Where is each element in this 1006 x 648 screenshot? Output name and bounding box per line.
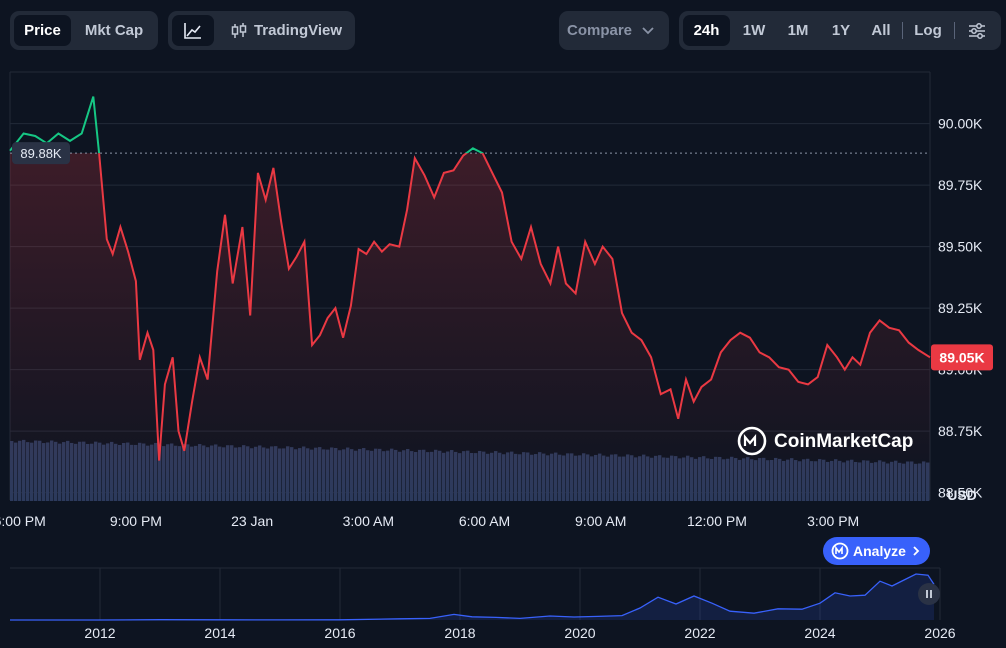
x-tick-label: 3:00 PM bbox=[807, 513, 859, 529]
x-tick-label: 9:00 PM bbox=[110, 513, 162, 529]
pause-icon bbox=[926, 590, 932, 598]
chevron-right-icon bbox=[913, 546, 920, 556]
tradingview-label: TradingView bbox=[253, 22, 343, 39]
range-1y[interactable]: 1Y bbox=[831, 22, 851, 39]
compare-label: Compare bbox=[567, 15, 661, 46]
navigator-x-label: 2024 bbox=[804, 625, 835, 641]
candlestick-icon bbox=[231, 22, 247, 38]
analyze-button[interactable]: Analyze bbox=[823, 537, 930, 565]
toolbar-divider bbox=[954, 22, 955, 39]
x-tick-label: 6:00 PM bbox=[0, 513, 46, 529]
x-tick-label: 3:00 AM bbox=[343, 513, 394, 529]
chart-settings-button[interactable] bbox=[959, 15, 995, 46]
navigator-x-label: 2022 bbox=[684, 625, 715, 641]
range-1w[interactable]: 1W bbox=[742, 22, 766, 39]
navigator-x-label: 2012 bbox=[84, 625, 115, 641]
currency-label: USD bbox=[947, 487, 977, 503]
x-tick-label: 9:00 AM bbox=[575, 513, 626, 529]
history-navigator[interactable]: 2012 2014 2016 2018 2020 2022 2024 2026 bbox=[0, 560, 1006, 648]
mkt-cap-tab[interactable]: Mkt Cap bbox=[84, 22, 144, 39]
range-1m[interactable]: 1M bbox=[787, 22, 809, 39]
line-chart-icon bbox=[184, 22, 201, 39]
y-tick-label: 89.50K bbox=[938, 239, 983, 255]
toolbar-divider bbox=[902, 22, 903, 39]
x-tick-label: 6:00 AM bbox=[459, 513, 510, 529]
compare-text: Compare bbox=[567, 22, 633, 39]
navigator-x-labels: 2012 2014 2016 2018 2020 2022 2024 2026 bbox=[84, 625, 955, 641]
price-tab[interactable]: Price bbox=[14, 15, 71, 46]
y-tick-label: 90.00K bbox=[938, 116, 983, 132]
reference-price-badge: 89.88K bbox=[12, 142, 70, 165]
y-tick-label: 88.75K bbox=[938, 423, 983, 439]
chevron-down-icon bbox=[642, 26, 654, 34]
range-all[interactable]: All bbox=[871, 22, 891, 39]
y-axis-labels: 90.00K89.75K89.50K89.25K89.00K88.75K88.5… bbox=[938, 116, 983, 501]
navigator-grid bbox=[99, 568, 941, 620]
navigator-x-label: 2018 bbox=[444, 625, 475, 641]
y-tick-label: 88.50K bbox=[938, 485, 983, 501]
navigator-x-label: 2014 bbox=[204, 625, 235, 641]
x-axis-labels: 6:00 PM 9:00 PM 23 Jan 3:00 AM 6:00 AM 9:00 A… bbox=[0, 513, 859, 529]
price-line-below-reference bbox=[98, 153, 931, 461]
compare-dropdown[interactable]: Compare bbox=[559, 11, 669, 50]
time-range-selector: 24h 1W 1M 1Y All Log bbox=[679, 11, 1001, 50]
log-scale-button[interactable]: Log bbox=[914, 22, 942, 39]
chart-style-toggle: TradingView bbox=[168, 11, 355, 50]
y-tick-label: 89.25K bbox=[938, 300, 983, 316]
coinmarketcap-logo-icon bbox=[737, 426, 767, 456]
x-tick-label: 23 Jan bbox=[231, 513, 273, 529]
watermark-text: CoinMarketCap bbox=[774, 431, 913, 452]
navigator-x-label: 2020 bbox=[564, 625, 595, 641]
x-tick-label: 12:00 PM bbox=[687, 513, 747, 529]
analyze-label: Analyze bbox=[853, 543, 906, 559]
price-chart[interactable]: 89.88K 90.00K89.75K89.50K89.25K89.00K88.… bbox=[0, 60, 1006, 540]
price-area-fill bbox=[10, 153, 930, 500]
line-chart-button[interactable] bbox=[172, 15, 214, 46]
tradingview-button[interactable]: TradingView bbox=[222, 15, 350, 46]
y-tick-label: 89.75K bbox=[938, 177, 983, 193]
chart-type-toggle: Price Mkt Cap bbox=[10, 11, 158, 50]
current-price-badge: 89.05K bbox=[931, 344, 993, 371]
coinmarketcap-logo-icon bbox=[831, 542, 849, 560]
navigator-x-label: 2016 bbox=[324, 625, 355, 641]
reference-price-label: 89.88K bbox=[20, 146, 62, 161]
range-24h[interactable]: 24h bbox=[683, 15, 730, 46]
coinmarketcap-watermark: CoinMarketCap bbox=[737, 426, 913, 456]
sliders-icon bbox=[969, 22, 985, 39]
navigator-pause-button[interactable] bbox=[918, 583, 940, 605]
current-price-label: 89.05K bbox=[939, 349, 984, 365]
navigator-x-label: 2026 bbox=[924, 625, 955, 641]
navigator-line bbox=[10, 573, 935, 621]
navigator-area bbox=[10, 574, 934, 620]
